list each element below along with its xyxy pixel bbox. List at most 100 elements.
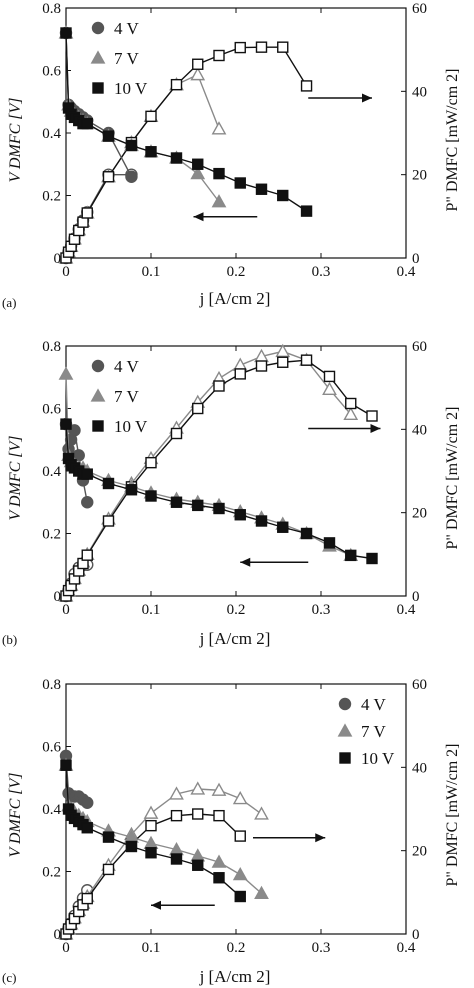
power-point-10v bbox=[234, 368, 246, 380]
voltage-point-10v bbox=[213, 167, 225, 180]
power-point-10v bbox=[170, 809, 183, 822]
y-left-tick-label: 0.8 bbox=[42, 339, 61, 355]
power-point-7v bbox=[190, 781, 206, 795]
y-left-tick-label: 0.2 bbox=[42, 527, 61, 543]
power-point-7v bbox=[190, 67, 206, 81]
voltage-point-10v bbox=[125, 139, 138, 152]
legend-label: 10 V bbox=[114, 417, 148, 436]
power-point-7v bbox=[211, 121, 227, 135]
voltage-point-10v bbox=[170, 496, 183, 508]
x-axis-label: j [A/cm 2] bbox=[199, 967, 271, 986]
x-tick-label: 0.2 bbox=[227, 264, 246, 280]
x-tick-label: 0.1 bbox=[142, 264, 161, 280]
voltage-point-10v bbox=[145, 847, 157, 859]
indicator-arrow-head bbox=[193, 212, 204, 222]
y-left-tick-label: 0.2 bbox=[42, 189, 61, 205]
legend-label: 7 V bbox=[361, 722, 386, 741]
x-tick-label: 0.3 bbox=[312, 940, 331, 956]
power-point-10v bbox=[170, 78, 183, 91]
voltage-point-10v bbox=[323, 537, 336, 549]
x-tick-label: 0 bbox=[62, 264, 70, 280]
voltage-point-10v bbox=[60, 418, 72, 430]
voltage-point-10v bbox=[81, 468, 93, 480]
y-left-tick-label: 0 bbox=[54, 927, 62, 943]
power-point-10v bbox=[81, 549, 93, 561]
voltage-point-10v bbox=[102, 831, 115, 843]
y-right-tick-label: 0 bbox=[412, 251, 420, 267]
power-point-10v bbox=[213, 49, 225, 62]
indicator-arrow-head bbox=[370, 424, 381, 433]
voltage-point-7v bbox=[58, 366, 74, 380]
legend-marker bbox=[339, 752, 351, 764]
y-right-tick-label: 40 bbox=[412, 84, 427, 100]
power-point-10v bbox=[277, 41, 289, 53]
power-point-7v bbox=[275, 343, 291, 358]
y-axis-right-label: P" DMFC [mW/cm 2] bbox=[444, 69, 461, 212]
power-point-10v bbox=[102, 515, 115, 527]
voltage-point-10v bbox=[170, 853, 183, 865]
legend-label: 4 V bbox=[114, 19, 139, 38]
y-axis-right-label: P" DMFC [mW/cm 2] bbox=[444, 744, 461, 887]
y-axis-left-label: V DMFC [V] bbox=[7, 435, 24, 520]
power-point-7v bbox=[232, 790, 248, 805]
voltage-point-10v bbox=[192, 158, 204, 170]
legend-marker bbox=[92, 82, 104, 94]
voltage-point-10v bbox=[213, 872, 225, 884]
legend-marker bbox=[90, 388, 106, 402]
power-point-10v bbox=[213, 380, 225, 392]
voltage-point-7v bbox=[254, 885, 269, 900]
power-point-10v bbox=[300, 80, 313, 92]
legend-label: 10 V bbox=[361, 749, 395, 768]
indicator-arrow-head bbox=[151, 900, 161, 910]
voltage-point-10v bbox=[234, 509, 246, 521]
y-right-tick-label: 20 bbox=[412, 844, 427, 860]
power-point-10v bbox=[145, 819, 157, 832]
power-point-7v bbox=[322, 381, 337, 395]
voltage-point-7v bbox=[190, 165, 206, 180]
power-point-10v bbox=[192, 808, 204, 820]
panel-c: (c) j [A/cm 2] V DMFC [V] P" DMFC [mW/cm… bbox=[2, 744, 461, 986]
y-right-tick-label: 60 bbox=[412, 339, 427, 355]
y-right-tick-label: 40 bbox=[412, 422, 427, 438]
indicator-arrow-head bbox=[240, 557, 251, 567]
x-tick-label: 0.1 bbox=[142, 940, 161, 956]
y-right-tick-label: 60 bbox=[412, 677, 427, 693]
x-tick-label: 0.4 bbox=[397, 264, 416, 280]
voltage-point-4v bbox=[125, 170, 138, 183]
x-tick-label: 0.3 bbox=[312, 602, 331, 618]
y-left-tick-label: 0 bbox=[54, 251, 62, 267]
voltage-point-10v bbox=[145, 490, 157, 502]
y-left-tick-label: 0.2 bbox=[42, 865, 61, 881]
power-point-10v bbox=[102, 171, 115, 183]
voltage-point-10v bbox=[277, 521, 289, 533]
y-right-tick-label: 40 bbox=[412, 760, 427, 776]
power-point-7v bbox=[211, 782, 227, 796]
power-point-10v bbox=[192, 402, 204, 415]
voltage-point-10v bbox=[234, 177, 246, 189]
power-point-10v bbox=[170, 427, 183, 440]
voltage-point-10v bbox=[125, 484, 138, 496]
power-point-10v bbox=[366, 410, 378, 422]
legend-label: 7 V bbox=[114, 49, 139, 68]
legend-marker bbox=[337, 723, 353, 737]
power-point-10v bbox=[145, 456, 157, 469]
legend-label: 4 V bbox=[361, 695, 386, 714]
power-point-10v bbox=[300, 354, 313, 366]
voltage-point-10v bbox=[60, 27, 72, 39]
power-point-10v bbox=[345, 397, 357, 410]
x-tick-label: 0.2 bbox=[227, 602, 246, 618]
voltage-point-7v bbox=[211, 194, 227, 208]
power-point-7v bbox=[169, 786, 184, 800]
voltage-point-10v bbox=[277, 189, 289, 202]
voltage-point-10v bbox=[234, 890, 246, 903]
voltage-point-10v bbox=[345, 549, 357, 562]
power-point-10v bbox=[192, 58, 204, 70]
power-point-10v bbox=[102, 863, 115, 876]
power-point-7v bbox=[143, 805, 159, 819]
legend-label: 4 V bbox=[114, 357, 139, 376]
legend-marker bbox=[90, 50, 106, 64]
